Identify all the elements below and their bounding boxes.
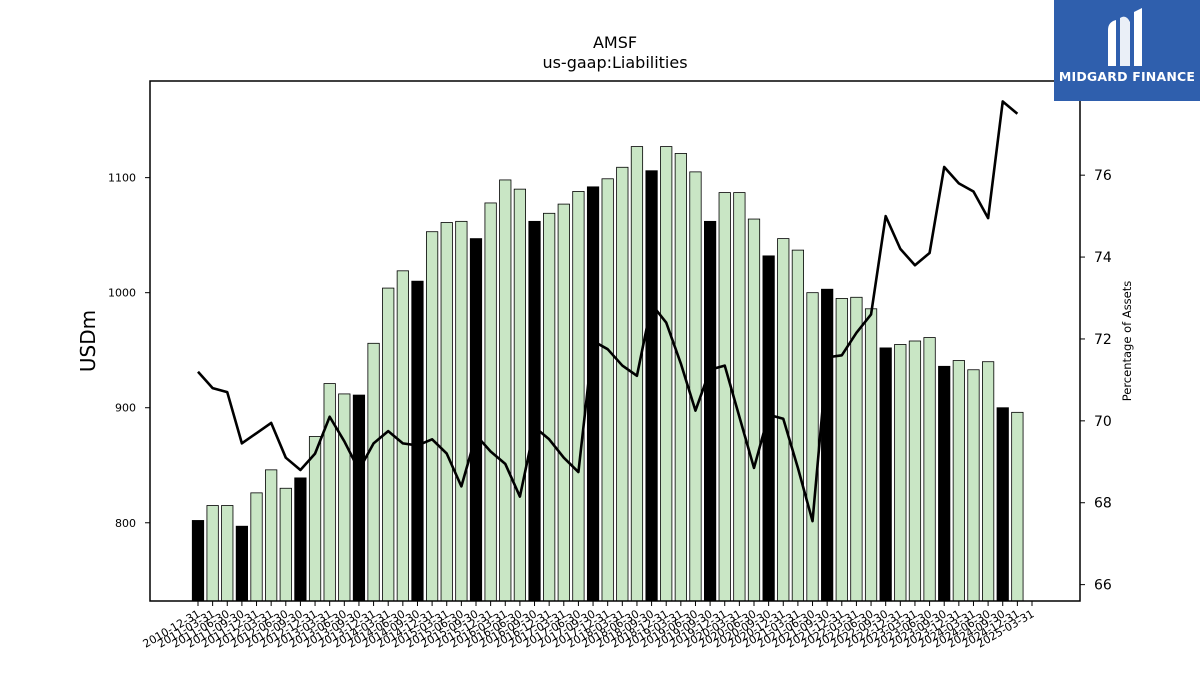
bar: [967, 369, 980, 602]
bar: [338, 393, 351, 602]
bar: [469, 238, 483, 602]
bar: [879, 347, 892, 602]
chart-subtitle: us-gaap:Liabilities: [542, 53, 687, 72]
bar: [806, 292, 819, 602]
bar: [835, 298, 848, 602]
left-axis: 800 900 1000 1100: [108, 172, 150, 530]
bar: [543, 212, 556, 602]
bar: [996, 407, 1009, 602]
bar: [440, 222, 453, 602]
bar: [733, 192, 746, 602]
bar: [645, 170, 658, 602]
bar: [660, 146, 673, 602]
bar: [352, 394, 366, 602]
bar: [425, 231, 439, 602]
bar: [455, 220, 468, 602]
bar: [923, 337, 936, 602]
chart-title: AMSF: [593, 33, 637, 52]
bar: [308, 436, 322, 602]
bar: [586, 186, 600, 602]
bar: [747, 218, 761, 602]
x-axis: 2010-12-312011-03-312011-06-302011-09-30…: [141, 601, 1037, 651]
bar: [265, 469, 278, 602]
bar: [821, 288, 834, 602]
bar: [908, 340, 922, 602]
bar: [616, 166, 629, 602]
brand-logo: MIDGARD FINANCE: [1054, 0, 1200, 101]
bar: [294, 477, 307, 602]
bar: [704, 220, 717, 602]
bar: [221, 505, 234, 602]
bar: [484, 202, 497, 602]
bar: [952, 360, 965, 602]
bar: [250, 492, 263, 602]
y2-tick-label: 66: [1094, 578, 1112, 594]
bar: [894, 344, 907, 602]
bar: [206, 505, 219, 602]
bar-series: [191, 146, 1024, 602]
bar: [601, 178, 614, 602]
bar: [382, 287, 395, 602]
bar: [411, 280, 424, 602]
y-tick-label: 1000: [108, 287, 136, 300]
y-tick-label: 800: [115, 517, 136, 530]
bar: [572, 191, 585, 602]
bar: [864, 308, 878, 602]
bar: [367, 342, 380, 602]
y2-tick-label: 74: [1094, 250, 1112, 266]
bar: [1011, 411, 1024, 602]
midgard-logo-icon: [1108, 8, 1142, 66]
bar: [235, 525, 249, 602]
bar: [279, 487, 292, 602]
bar: [557, 203, 570, 602]
bar: [499, 179, 512, 602]
y2-tick-label: 76: [1094, 168, 1112, 184]
right-axis: 66 68 70 72 74 76: [1080, 168, 1112, 594]
y2-tick-label: 68: [1094, 496, 1112, 512]
y-tick-label: 900: [115, 402, 136, 415]
bar: [528, 220, 541, 602]
bar: [191, 520, 205, 602]
bar: [938, 365, 951, 602]
y2-tick-label: 72: [1094, 332, 1112, 348]
bar: [689, 171, 702, 602]
plot-frame: [149, 80, 1081, 602]
percentage-line: [197, 100, 1019, 523]
y2-axis-label: Percentage of Assets: [1120, 281, 1134, 402]
y2-tick-label: 70: [1094, 414, 1112, 430]
bar: [982, 361, 995, 602]
y-tick-label: 1100: [108, 172, 136, 185]
bar: [718, 192, 731, 602]
bar: [396, 270, 409, 602]
bar: [850, 296, 863, 602]
bar: [513, 188, 527, 602]
y-axis-label: USDm: [76, 310, 100, 372]
bar: [791, 249, 805, 602]
brand-name: MIDGARD FINANCE: [1058, 69, 1196, 84]
